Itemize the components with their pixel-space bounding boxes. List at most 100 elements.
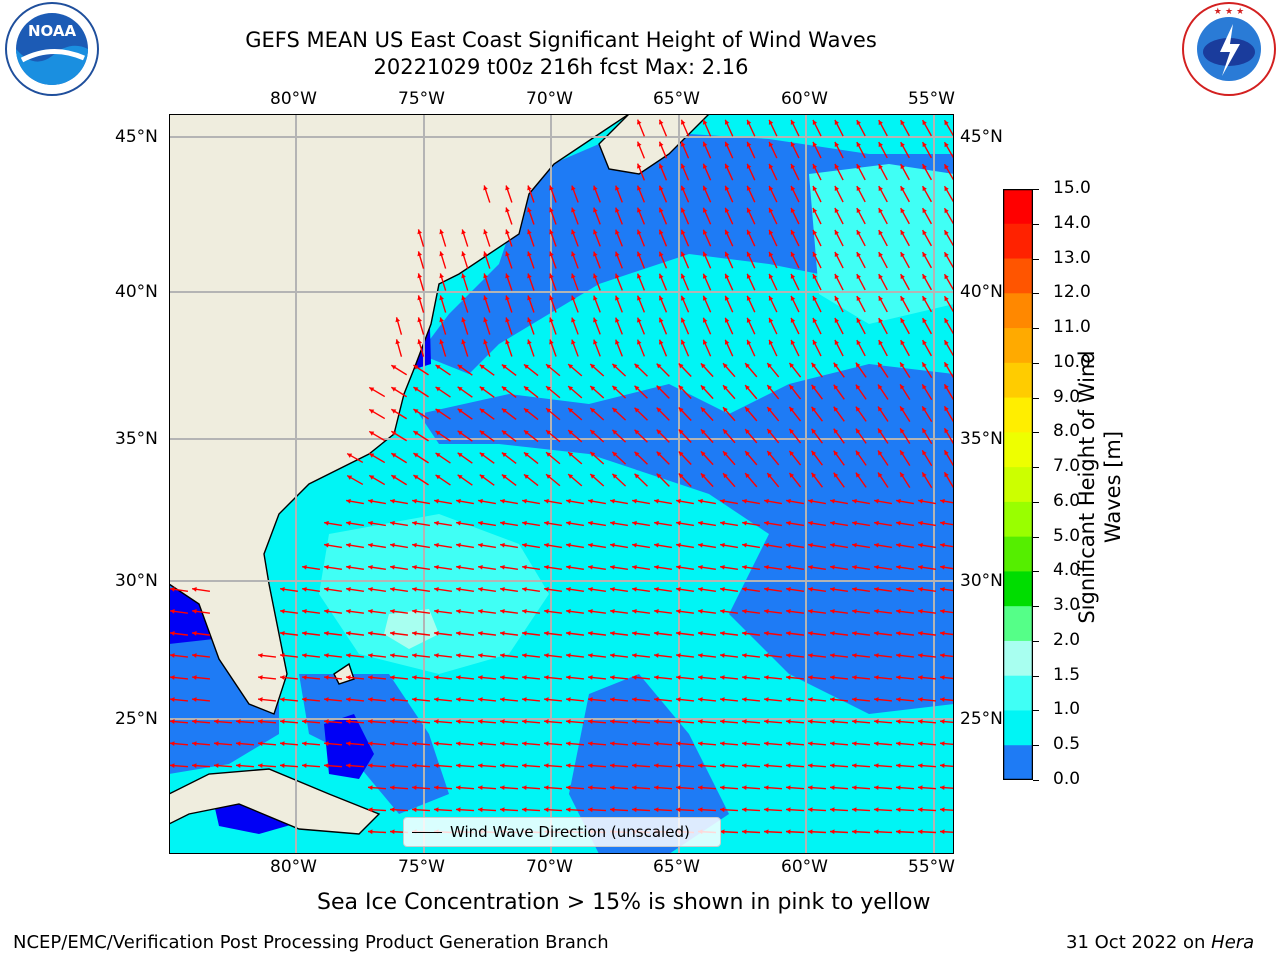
wave-direction-arrow bbox=[323, 586, 343, 592]
wave-direction-arrow bbox=[790, 163, 800, 181]
wave-direction-arrow bbox=[719, 609, 739, 614]
wave-direction-arrow bbox=[744, 472, 758, 488]
wave-direction-arrow bbox=[680, 339, 690, 357]
wave-direction-arrow bbox=[565, 564, 585, 571]
wave-direction-arrow bbox=[368, 498, 386, 505]
wave-direction-arrow bbox=[917, 829, 937, 835]
wave-direction-arrow bbox=[435, 408, 451, 420]
wave-direction-arrow bbox=[545, 473, 561, 487]
wave-direction-arrow bbox=[477, 719, 497, 724]
wave-direction-arrow bbox=[433, 675, 453, 680]
wave-direction-arrow bbox=[522, 520, 540, 527]
wave-direction-arrow bbox=[877, 428, 889, 444]
colorbar-tick-label: 10.0 bbox=[1053, 351, 1091, 372]
wave-direction-arrow bbox=[921, 449, 933, 467]
wave-direction-arrow bbox=[390, 364, 408, 376]
wave-direction-arrow bbox=[702, 207, 712, 225]
wave-direction-arrow bbox=[899, 428, 911, 444]
wave-direction-arrow bbox=[279, 653, 299, 658]
colorbar-tick-label: 4.0 bbox=[1053, 560, 1081, 581]
wave-direction-arrow bbox=[565, 653, 585, 658]
wave-direction-arrow bbox=[636, 229, 646, 247]
wave-direction-arrow bbox=[702, 229, 712, 247]
wave-direction-arrow bbox=[479, 408, 495, 420]
wave-direction-arrow bbox=[587, 564, 607, 571]
wave-direction-arrow bbox=[834, 339, 844, 357]
wave-direction-arrow bbox=[856, 273, 866, 291]
wave-direction-arrow bbox=[571, 339, 579, 357]
wave-direction-arrow bbox=[702, 185, 712, 203]
colorbar-tick-mark bbox=[1033, 328, 1039, 330]
wave-direction-arrow bbox=[565, 741, 585, 746]
wave-direction-arrow bbox=[631, 697, 651, 702]
wave-direction-arrow bbox=[367, 807, 387, 813]
wave-direction-arrow bbox=[719, 586, 739, 592]
wave-direction-arrow bbox=[829, 675, 849, 680]
wave-direction-arrow bbox=[811, 428, 823, 444]
wave-direction-arrow bbox=[921, 427, 933, 445]
wave-direction-arrow bbox=[479, 452, 495, 464]
wave-direction-arrow bbox=[593, 339, 601, 357]
wave-direction-arrow bbox=[632, 542, 650, 549]
wave-direction-arrow bbox=[345, 586, 365, 592]
wave-direction-arrow bbox=[675, 763, 695, 769]
wave-direction-arrow bbox=[697, 675, 717, 680]
colorbar-tick-label: 11.0 bbox=[1053, 317, 1091, 338]
wave-direction-arrow bbox=[763, 653, 783, 658]
wave-direction-arrow bbox=[631, 564, 651, 571]
wave-direction-arrow bbox=[301, 631, 321, 636]
wave-direction-arrow bbox=[856, 185, 866, 203]
lat-label-right: 25°N bbox=[960, 709, 1003, 729]
wave-direction-arrow bbox=[678, 451, 692, 465]
wave-direction-arrow bbox=[389, 741, 409, 746]
footer-date-text: 31 Oct 2022 on bbox=[1066, 932, 1212, 953]
wave-direction-arrow bbox=[411, 675, 431, 680]
wave-direction-arrow bbox=[455, 785, 475, 791]
colorbar-label: Significant Height of Wind Waves [m] bbox=[1074, 337, 1126, 637]
wave-direction-arrow bbox=[680, 185, 690, 203]
wave-direction-arrow bbox=[461, 229, 469, 247]
wave-direction-arrow bbox=[301, 697, 321, 702]
wave-direction-arrow bbox=[456, 498, 474, 505]
wave-direction-arrow bbox=[483, 339, 491, 357]
wave-direction-arrow bbox=[346, 474, 364, 486]
wave-direction-arrow bbox=[943, 361, 955, 379]
wave-direction-arrow bbox=[523, 407, 539, 421]
wave-direction-arrow bbox=[543, 697, 563, 702]
wave-direction-arrow bbox=[411, 785, 431, 791]
wave-direction-arrow bbox=[943, 449, 955, 467]
wave-direction-arrow bbox=[477, 631, 497, 636]
wave-direction-arrow bbox=[943, 405, 955, 423]
wave-direction-arrow bbox=[698, 498, 716, 505]
wave-direction-arrow bbox=[544, 542, 562, 549]
wave-direction-arrow bbox=[433, 653, 453, 658]
wave-direction-arrow bbox=[279, 719, 299, 724]
wave-direction-arrow bbox=[851, 807, 871, 813]
lon-label-top: 70°W bbox=[526, 89, 573, 109]
wave-direction-arrow bbox=[719, 807, 739, 813]
map-panel[interactable]: Wind Wave Direction (unscaled) bbox=[168, 113, 959, 855]
wave-direction-arrow bbox=[213, 763, 233, 769]
wave-direction-arrow bbox=[567, 363, 583, 377]
wave-direction-arrow bbox=[521, 653, 541, 658]
wave-direction-arrow bbox=[856, 207, 866, 225]
wave-direction-arrow bbox=[851, 631, 871, 636]
wave-direction-arrow bbox=[812, 185, 822, 203]
wave-direction-arrow bbox=[413, 452, 429, 464]
wave-direction-arrow bbox=[658, 339, 668, 357]
wave-direction-arrow bbox=[636, 295, 646, 313]
wave-direction-arrow bbox=[856, 119, 866, 137]
wave-direction-arrow bbox=[543, 675, 563, 680]
wave-direction-arrow bbox=[877, 362, 889, 378]
wave-direction-arrow bbox=[918, 498, 936, 505]
wave-direction-arrow bbox=[653, 763, 673, 769]
wave-direction-arrow bbox=[367, 609, 387, 614]
wave-direction-arrow bbox=[522, 542, 540, 549]
lon-label-top: 60°W bbox=[781, 89, 828, 109]
wave-direction-arrow bbox=[811, 406, 823, 422]
wave-direction-arrow bbox=[741, 807, 761, 813]
wave-direction-arrow bbox=[790, 141, 800, 159]
wave-direction-arrow bbox=[434, 542, 452, 549]
wave-direction-arrow bbox=[191, 609, 211, 614]
wave-direction-arrow bbox=[412, 498, 430, 505]
